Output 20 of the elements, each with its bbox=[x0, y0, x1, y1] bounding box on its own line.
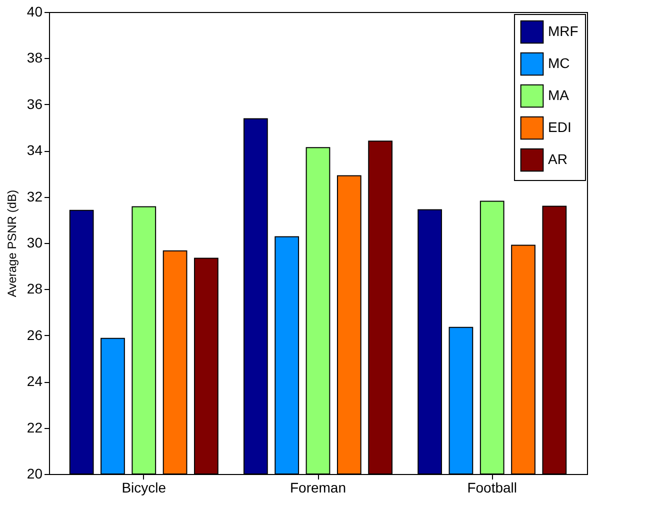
y-tick-label: 38 bbox=[26, 50, 43, 66]
x-tick-label: Football bbox=[467, 480, 518, 496]
y-tick-label: 36 bbox=[26, 96, 43, 112]
legend-label: MC bbox=[548, 55, 570, 71]
y-tick-label: 20 bbox=[26, 466, 43, 482]
legend-label: EDI bbox=[548, 119, 572, 135]
y-tick-label: 40 bbox=[26, 4, 43, 20]
y-tick-label: 30 bbox=[26, 234, 43, 250]
y-tick-label: 28 bbox=[26, 280, 43, 297]
y-tick-label: 32 bbox=[26, 188, 43, 204]
legend-label: MA bbox=[548, 87, 570, 103]
x-tick-label: Bicycle bbox=[122, 480, 166, 496]
y-tick-label: 24 bbox=[26, 373, 43, 390]
x-tick-label: Foreman bbox=[290, 480, 346, 496]
legend-label: AR bbox=[548, 151, 568, 167]
y-axis-title: Average PSNR (dB) bbox=[4, 190, 19, 298]
y-tick-label: 34 bbox=[26, 142, 43, 158]
y-tick-label: 26 bbox=[26, 326, 43, 343]
y-tick-label: 22 bbox=[26, 419, 43, 436]
legend-label: MRF bbox=[548, 23, 578, 39]
